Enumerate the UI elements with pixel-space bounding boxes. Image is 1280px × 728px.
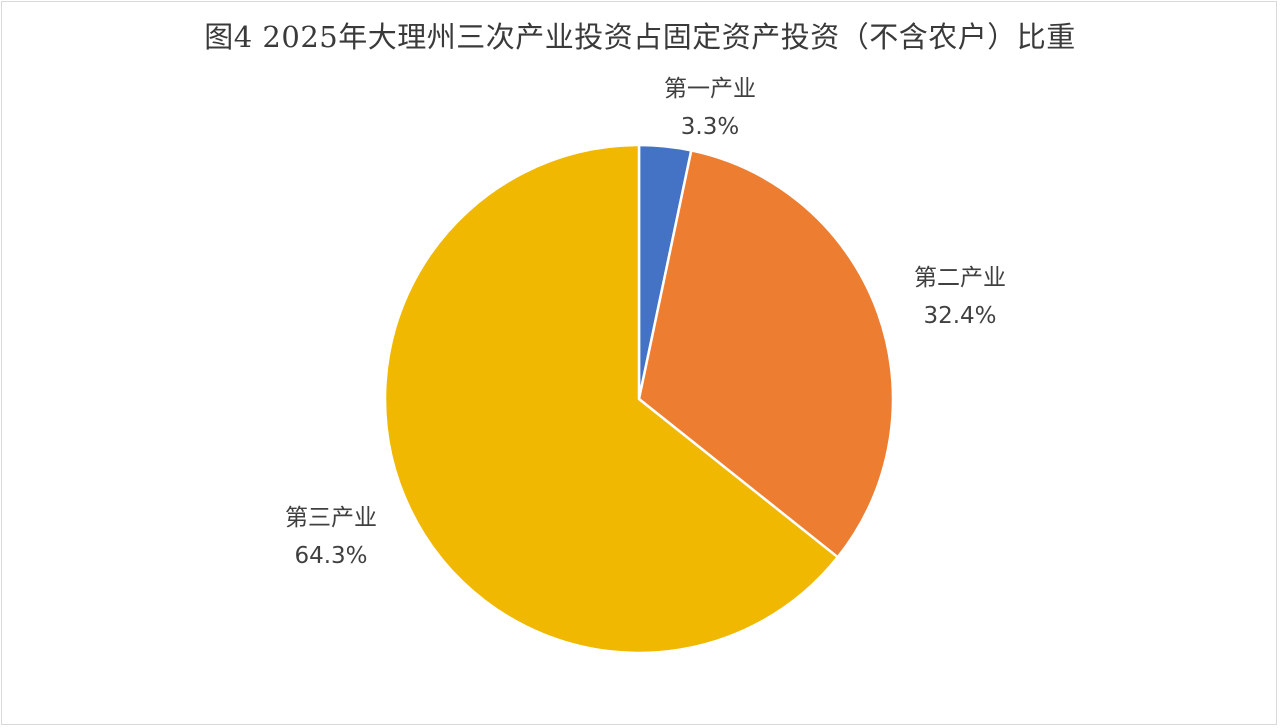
slice-category-label-3: 第三产业 xyxy=(285,505,377,531)
pie-slice-3 xyxy=(383,143,839,655)
slice-category-label-2: 第二产业 xyxy=(914,265,1006,291)
pie-slice-2 xyxy=(637,149,895,559)
slice-value-label-3: 64.3% xyxy=(294,543,367,569)
slice-category-label-1: 第一产业 xyxy=(664,76,756,102)
chart-title: 图4 2025年大理州三次产业投资占固定资产投资（不含农户）比重 xyxy=(204,20,1076,54)
slice-value-label-1: 3.3% xyxy=(681,114,739,140)
slice-value-label-2: 32.4% xyxy=(923,303,996,329)
